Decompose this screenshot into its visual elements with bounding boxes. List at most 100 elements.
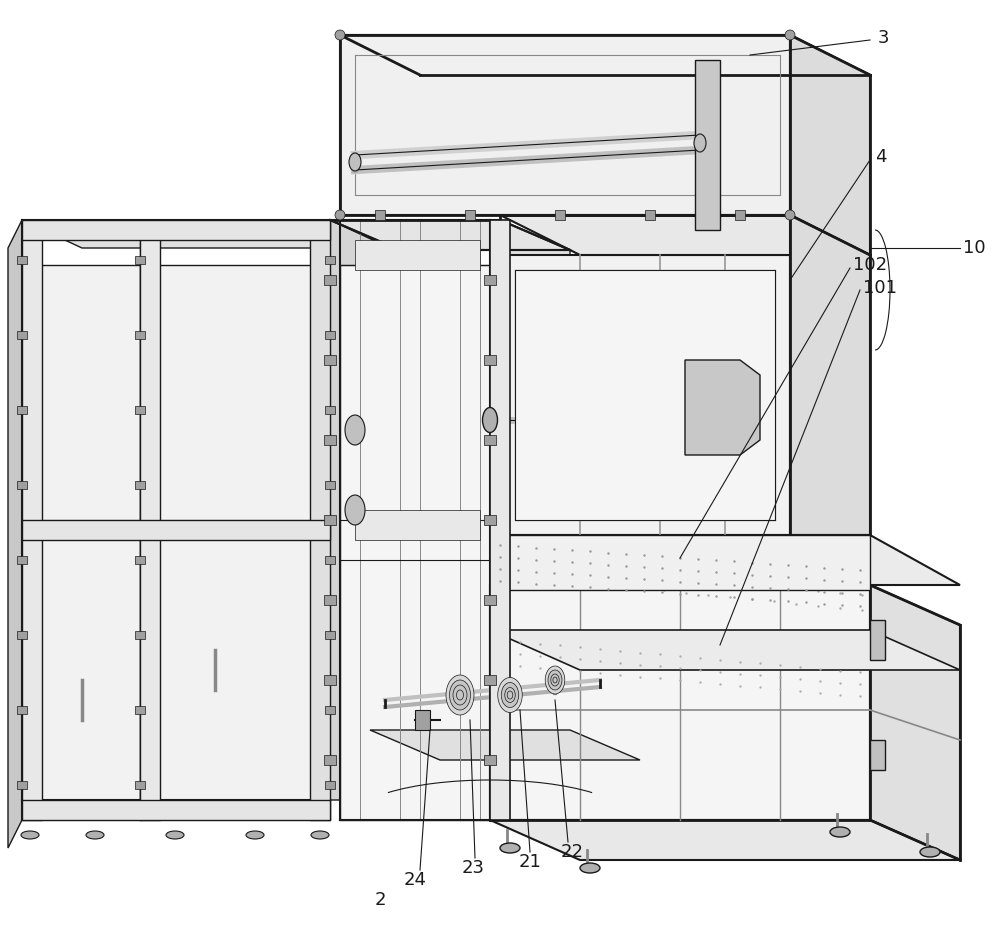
Polygon shape (515, 270, 775, 520)
Polygon shape (135, 481, 145, 489)
Polygon shape (490, 220, 570, 820)
Polygon shape (325, 331, 335, 339)
Ellipse shape (548, 670, 562, 690)
Text: 24: 24 (404, 871, 426, 889)
Polygon shape (685, 360, 760, 455)
Polygon shape (17, 331, 27, 339)
Circle shape (785, 210, 795, 220)
Polygon shape (484, 355, 496, 365)
Text: 102: 102 (853, 256, 887, 274)
Text: 23: 23 (462, 859, 484, 877)
Polygon shape (22, 220, 42, 820)
Polygon shape (324, 755, 336, 765)
Polygon shape (484, 595, 496, 605)
Polygon shape (355, 240, 480, 270)
Polygon shape (490, 820, 960, 860)
Polygon shape (415, 710, 430, 730)
Polygon shape (484, 515, 496, 525)
Ellipse shape (545, 666, 565, 694)
Polygon shape (325, 706, 335, 714)
Ellipse shape (246, 831, 264, 839)
Polygon shape (484, 435, 496, 445)
Polygon shape (325, 781, 335, 789)
Ellipse shape (21, 831, 39, 839)
Polygon shape (140, 220, 160, 820)
Polygon shape (17, 706, 27, 714)
Polygon shape (135, 256, 145, 264)
Polygon shape (490, 585, 870, 820)
Polygon shape (325, 556, 335, 564)
Polygon shape (490, 535, 870, 590)
Ellipse shape (553, 677, 557, 683)
Polygon shape (324, 595, 336, 605)
Circle shape (335, 210, 345, 220)
Polygon shape (324, 675, 336, 685)
Text: 101: 101 (863, 279, 897, 297)
Ellipse shape (349, 153, 361, 171)
Ellipse shape (446, 675, 474, 715)
Ellipse shape (551, 674, 559, 686)
Polygon shape (790, 215, 870, 535)
Ellipse shape (500, 843, 520, 853)
Polygon shape (465, 210, 475, 220)
Ellipse shape (830, 827, 850, 837)
Text: 4: 4 (875, 148, 887, 166)
Polygon shape (17, 256, 27, 264)
Polygon shape (790, 35, 870, 255)
Ellipse shape (453, 685, 467, 705)
Polygon shape (324, 435, 336, 445)
Polygon shape (22, 800, 330, 820)
Polygon shape (500, 255, 790, 535)
Polygon shape (325, 631, 335, 639)
Polygon shape (22, 265, 140, 800)
Ellipse shape (505, 687, 515, 702)
Circle shape (785, 30, 795, 40)
Polygon shape (135, 706, 145, 714)
Circle shape (335, 30, 345, 40)
Polygon shape (645, 210, 655, 220)
Polygon shape (490, 220, 510, 820)
Ellipse shape (694, 134, 706, 152)
Polygon shape (735, 210, 745, 220)
Polygon shape (152, 265, 330, 800)
Text: 10: 10 (963, 239, 986, 257)
Ellipse shape (498, 677, 522, 712)
Text: 3: 3 (878, 29, 890, 47)
Polygon shape (484, 275, 496, 285)
Ellipse shape (920, 847, 940, 857)
Polygon shape (490, 535, 960, 585)
Ellipse shape (580, 863, 600, 873)
Polygon shape (325, 256, 335, 264)
Polygon shape (324, 275, 336, 285)
Polygon shape (324, 355, 336, 365)
Ellipse shape (456, 690, 464, 700)
Text: 22: 22 (560, 843, 584, 861)
Polygon shape (135, 631, 145, 639)
Polygon shape (340, 35, 870, 75)
Polygon shape (8, 220, 22, 848)
Polygon shape (375, 210, 385, 220)
Ellipse shape (86, 831, 104, 839)
Polygon shape (17, 406, 27, 414)
Polygon shape (22, 220, 330, 240)
Polygon shape (310, 220, 330, 820)
Polygon shape (135, 781, 145, 789)
Polygon shape (17, 781, 27, 789)
Polygon shape (330, 220, 390, 800)
Polygon shape (17, 631, 27, 639)
Polygon shape (325, 406, 335, 414)
Polygon shape (695, 60, 720, 230)
Polygon shape (870, 585, 960, 860)
Ellipse shape (482, 408, 498, 433)
Ellipse shape (345, 415, 365, 445)
Polygon shape (340, 220, 570, 250)
Ellipse shape (507, 691, 513, 699)
Polygon shape (340, 35, 790, 215)
Text: 21: 21 (519, 853, 541, 871)
Polygon shape (325, 481, 335, 489)
Polygon shape (484, 755, 496, 765)
Polygon shape (135, 556, 145, 564)
Ellipse shape (166, 831, 184, 839)
Text: 2: 2 (374, 891, 386, 909)
Ellipse shape (345, 495, 365, 525)
